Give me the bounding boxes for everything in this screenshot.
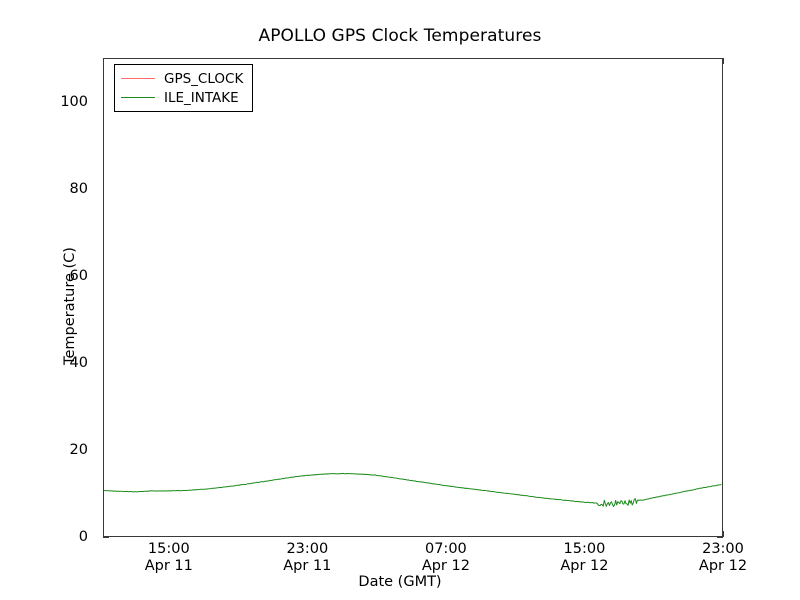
x-tick-mark [723, 531, 724, 537]
legend-item: ILE_INTAKE [121, 88, 243, 107]
y-tick-mark-right [717, 537, 723, 538]
x-tick-label: 07:00 Apr 12 [421, 541, 470, 574]
legend-swatch [121, 97, 155, 98]
chart-title: APOLLO GPS Clock Temperatures [258, 26, 542, 46]
x-tick-label: 15:00 Apr 11 [144, 541, 193, 574]
y-tick-label: 40 [69, 354, 88, 371]
x-tick-label: 23:00 Apr 11 [283, 541, 332, 574]
y-axis-label: Temperature (C) [62, 247, 78, 365]
y-tick-label: 100 [60, 93, 88, 110]
legend-item: GPS_CLOCK [121, 69, 243, 88]
x-tick-mark-top [723, 58, 724, 64]
legend-label: GPS_CLOCK [164, 70, 244, 87]
legend-label: ILE_INTAKE [164, 89, 239, 106]
x-axis-label: Date (GMT) [358, 574, 442, 590]
x-tick-label: 23:00 Apr 12 [698, 541, 748, 574]
plot-area [103, 58, 723, 537]
series-line-ile_intake [104, 472, 722, 508]
y-tick-label: 80 [69, 180, 88, 197]
y-tick-label: 60 [69, 267, 88, 284]
y-tick-label: 20 [69, 441, 88, 458]
data-lines [104, 472, 722, 508]
legend: GPS_CLOCK ILE_INTAKE [114, 64, 254, 112]
x-tick-label: 15:00 Apr 12 [560, 541, 609, 574]
legend-swatch [121, 78, 155, 79]
y-tick-mark [103, 537, 109, 538]
y-tick-label: 0 [78, 529, 88, 545]
